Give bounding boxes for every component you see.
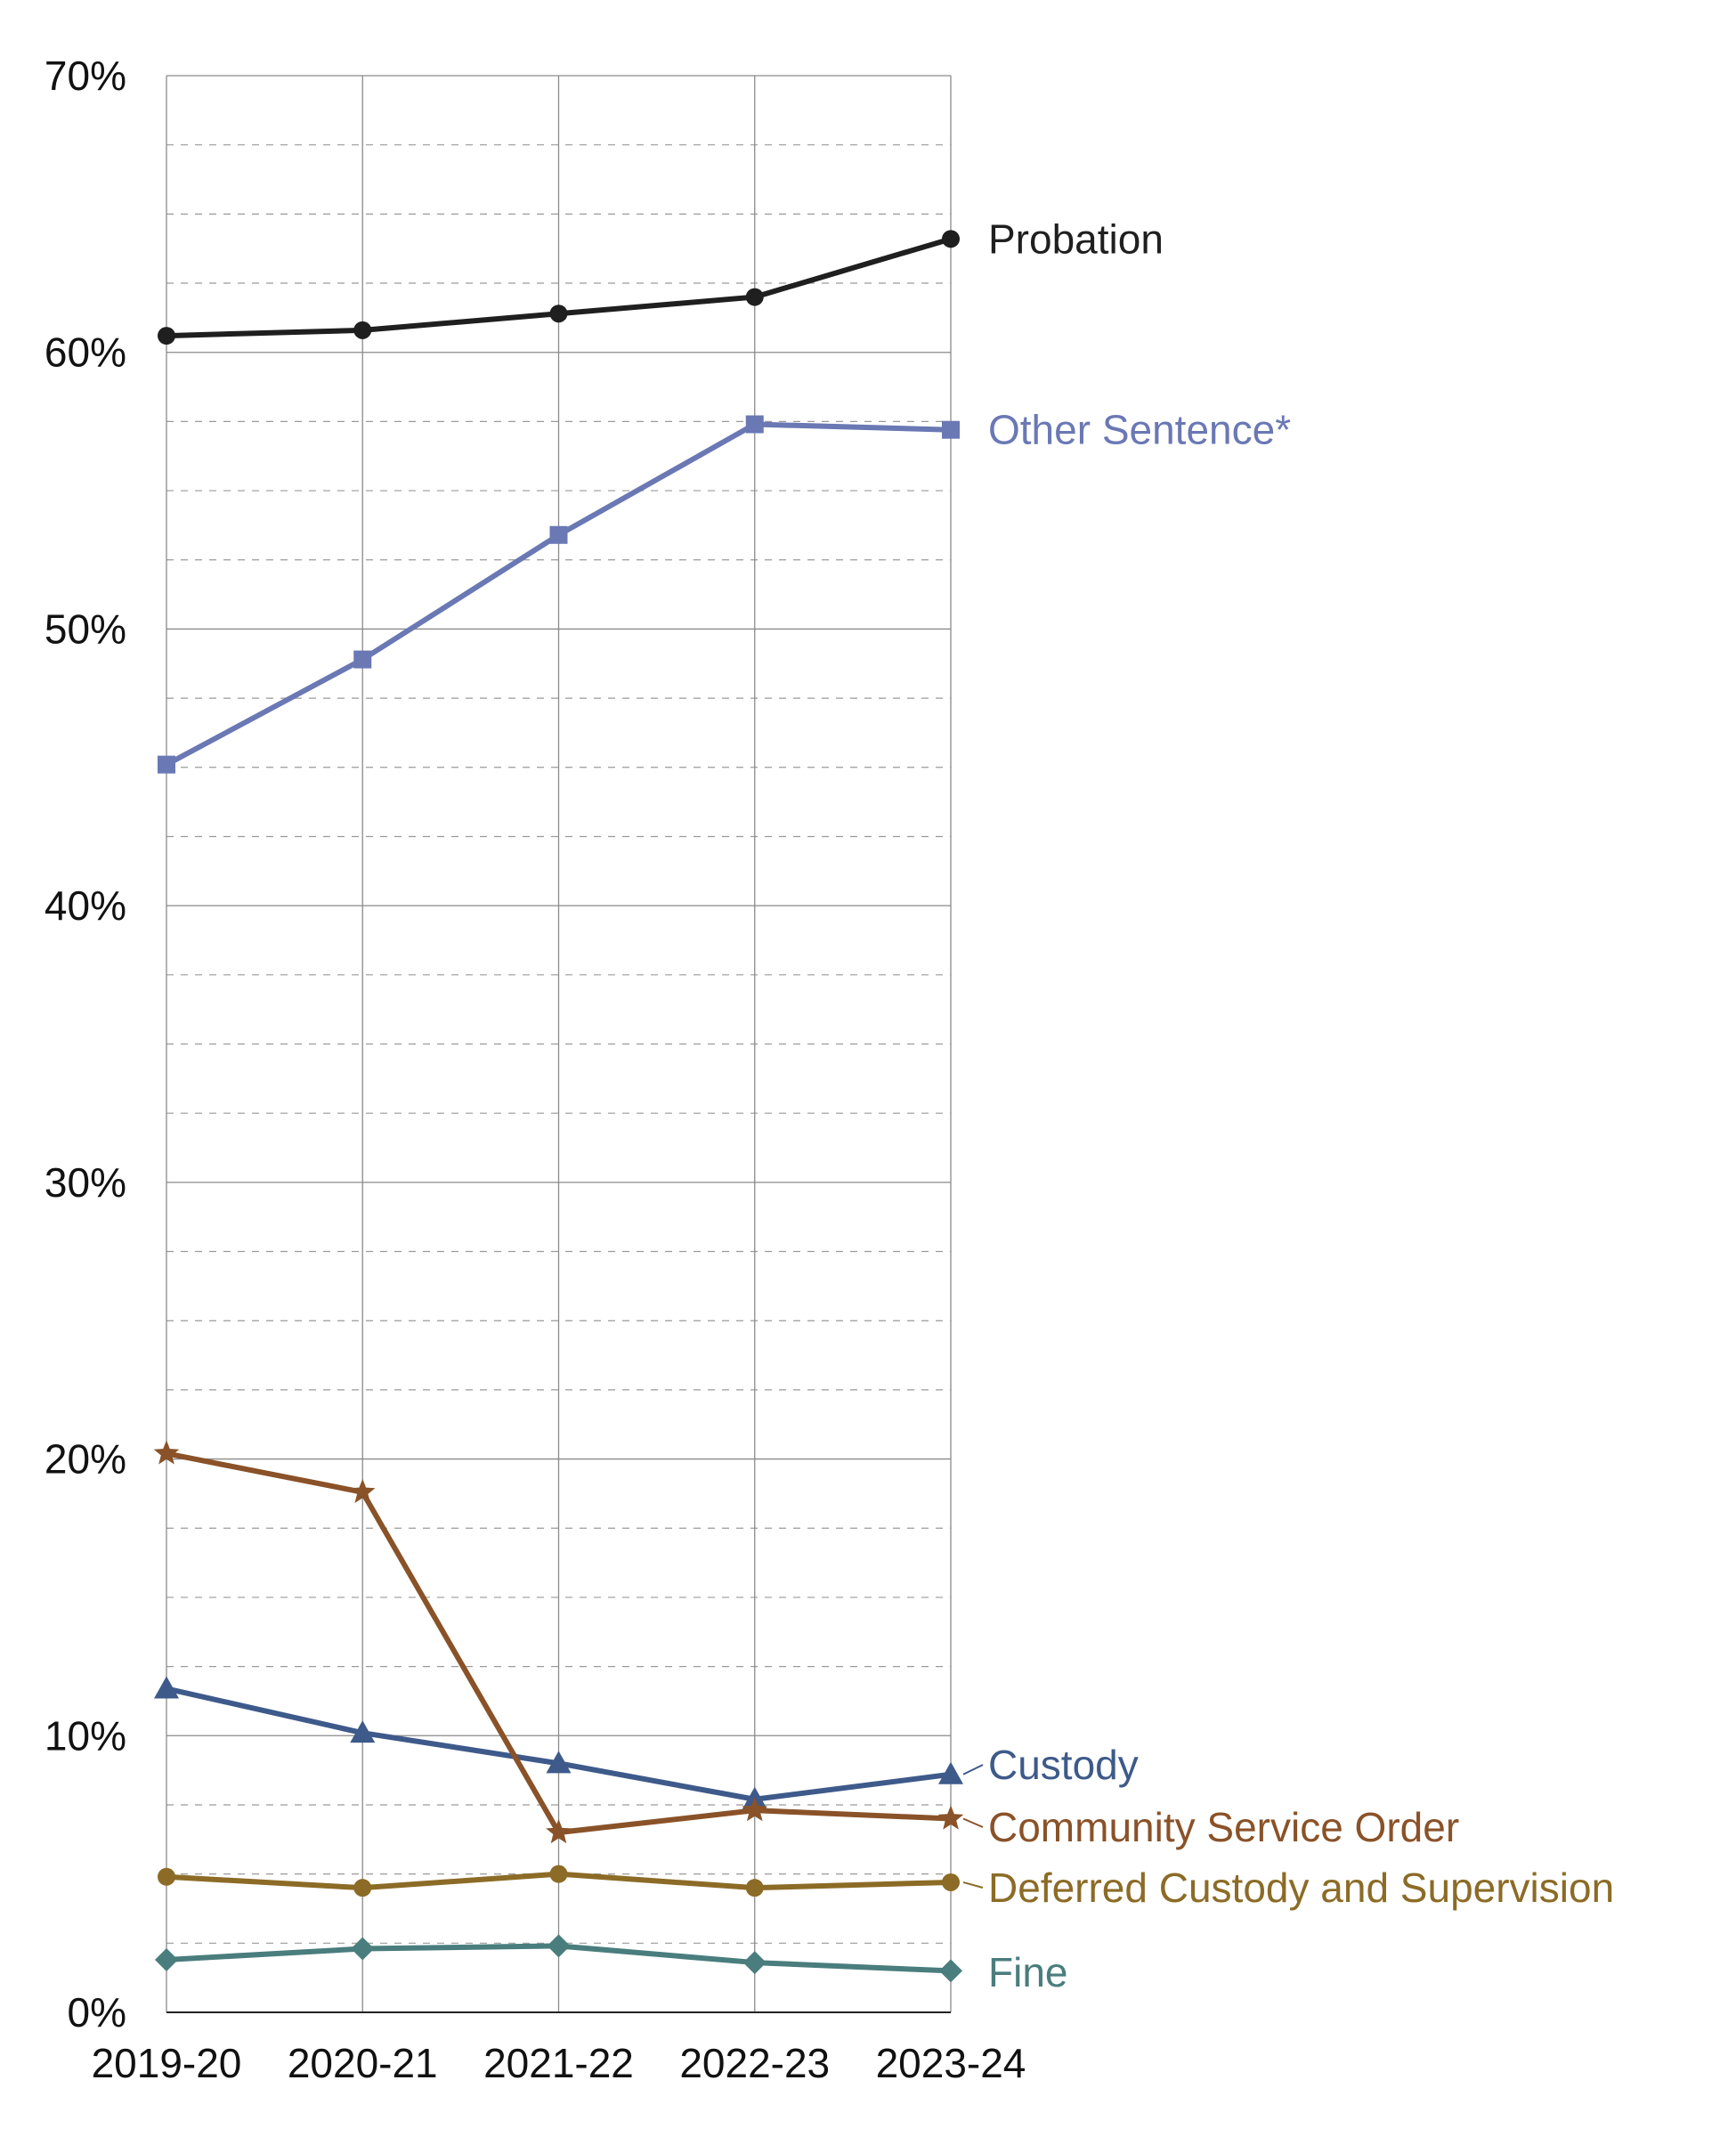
data-point (158, 1867, 175, 1886)
series-custody (154, 1676, 963, 1809)
data-point (742, 1797, 767, 1822)
data-point (153, 1440, 180, 1465)
y-tick-label: 0% (68, 1989, 126, 2035)
series-label: Probation (988, 215, 1164, 262)
series-label: Community Service Order (988, 1804, 1459, 1850)
data-point (154, 1676, 179, 1699)
label-leader-line (962, 1817, 984, 1828)
y-tick-label: 60% (45, 329, 126, 376)
data-point (745, 1879, 764, 1897)
data-point (351, 1937, 375, 1961)
grid (166, 75, 952, 2013)
series-label: Other Sentence* (988, 407, 1291, 453)
data-point (158, 327, 175, 345)
x-tick-label: 2023-24 (876, 2040, 1026, 2086)
data-point (158, 755, 175, 774)
data-point (353, 1879, 372, 1897)
series-other-sentence (158, 415, 960, 774)
data-point (549, 1865, 568, 1883)
data-point (547, 1934, 571, 1958)
x-axis-ticks: 2019-20 2020-21 2021-22 2022-23 2023-24 (92, 2040, 1026, 2086)
series-label: Custody (988, 1742, 1139, 1788)
x-tick-label: 2020-21 (288, 2040, 438, 2086)
data-point (939, 1959, 962, 1983)
series-probation (158, 230, 960, 345)
x-tick-label: 2022-23 (679, 2040, 830, 2086)
y-tick-label: 30% (45, 1159, 126, 1206)
y-tick-label: 70% (45, 53, 126, 99)
y-tick-label: 50% (45, 605, 126, 652)
series-label: Deferred Custody and Supervision (988, 1865, 1614, 1911)
data-point (942, 420, 960, 439)
data-point (350, 1720, 376, 1743)
y-axis-ticks: 0% 10% 20% 30% 40% 50% 60% 70% (45, 53, 126, 2035)
data-point (350, 1478, 376, 1503)
data-point (942, 1873, 960, 1891)
data-point (546, 1751, 572, 1774)
data-point (942, 230, 960, 248)
label-leader-line (962, 1764, 984, 1775)
data-point (353, 321, 372, 339)
data-point (937, 1805, 964, 1830)
series-community-service-order (153, 1440, 964, 1844)
data-point (155, 1947, 178, 1971)
y-tick-label: 10% (45, 1712, 126, 1759)
data-point (742, 1951, 767, 1975)
x-tick-label: 2019-20 (92, 2040, 242, 2086)
data-point (549, 525, 568, 544)
label-leader-line (962, 1881, 984, 1889)
x-tick-label: 2021-22 (483, 2040, 634, 2086)
series-lines (153, 230, 964, 1983)
data-point (745, 415, 764, 434)
y-tick-label: 40% (45, 882, 126, 929)
data-point (938, 1761, 963, 1784)
y-tick-label: 20% (45, 1436, 126, 1483)
data-point (353, 650, 372, 669)
series-deferred-custody-and-supervision (158, 1865, 960, 1897)
data-point (549, 305, 568, 323)
data-point (546, 1819, 572, 1844)
data-point (745, 288, 764, 306)
series-fine (155, 1934, 962, 1983)
series-labels: Probation Other Sentence* Custody Community… (962, 215, 1614, 1995)
series-label: Fine (988, 1949, 1067, 1995)
